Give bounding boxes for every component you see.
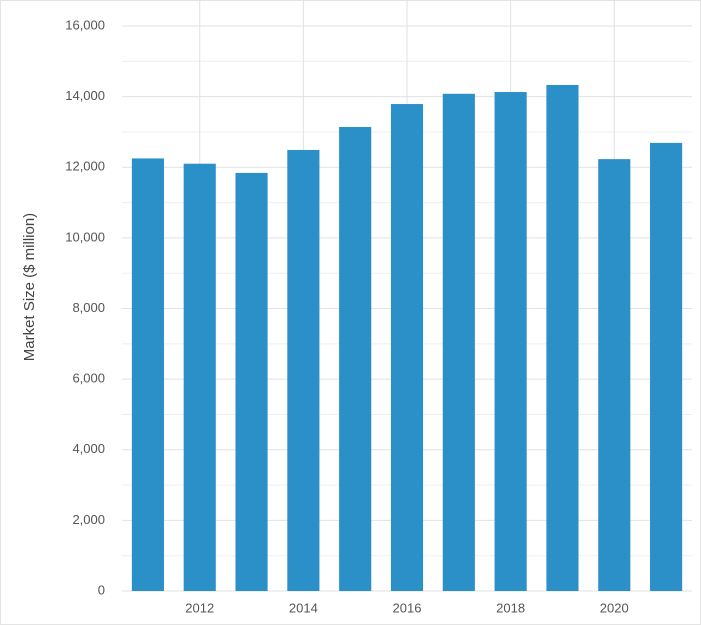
x-tick-label: 2016 xyxy=(393,600,422,615)
y-tick-label: 16,000 xyxy=(65,17,105,32)
x-tick-label: 2020 xyxy=(600,600,629,615)
y-tick-label: 10,000 xyxy=(65,229,105,244)
bar xyxy=(131,158,164,591)
bar xyxy=(442,93,475,592)
bar xyxy=(339,126,372,592)
y-tick-label: 4,000 xyxy=(72,441,105,456)
y-axis-title: Market Size ($ million) xyxy=(21,213,38,361)
bar xyxy=(650,142,683,591)
bar xyxy=(598,159,631,592)
x-tick-label: 2014 xyxy=(289,600,318,615)
bar xyxy=(287,149,320,591)
bar xyxy=(546,84,579,592)
bar xyxy=(494,92,527,592)
y-tick-label: 8,000 xyxy=(72,300,105,315)
bar xyxy=(183,163,216,591)
y-tick-label: 12,000 xyxy=(65,159,105,174)
y-tick-label: 14,000 xyxy=(65,88,105,103)
x-tick-label: 2012 xyxy=(185,600,214,615)
y-tick-label: 6,000 xyxy=(72,371,105,386)
bar xyxy=(235,172,268,591)
y-tick-label: 0 xyxy=(98,582,105,597)
x-tick-label: 2018 xyxy=(496,600,525,615)
y-tick-label: 2,000 xyxy=(72,512,105,527)
bar xyxy=(390,104,424,592)
